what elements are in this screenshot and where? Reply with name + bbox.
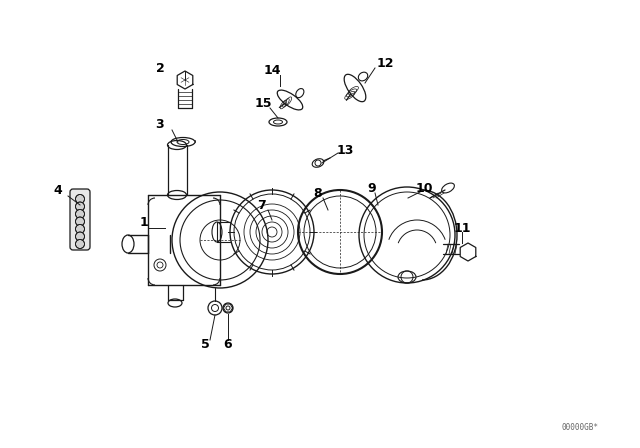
- Text: 10: 10: [415, 181, 433, 194]
- Text: 12: 12: [376, 56, 394, 69]
- Circle shape: [76, 224, 84, 233]
- Circle shape: [76, 232, 84, 241]
- FancyBboxPatch shape: [70, 189, 90, 250]
- Text: 3: 3: [156, 117, 164, 130]
- Text: 6: 6: [224, 337, 232, 350]
- Text: 5: 5: [200, 337, 209, 350]
- Circle shape: [76, 240, 84, 249]
- Circle shape: [76, 217, 84, 226]
- Text: 8: 8: [314, 186, 323, 199]
- Circle shape: [76, 210, 84, 219]
- Text: 7: 7: [258, 198, 266, 211]
- Circle shape: [76, 202, 84, 211]
- Text: 4: 4: [54, 184, 62, 197]
- Text: 2: 2: [156, 61, 164, 74]
- Text: 11: 11: [453, 221, 471, 234]
- Text: 15: 15: [254, 96, 272, 109]
- Text: 1: 1: [140, 215, 148, 228]
- Text: 13: 13: [336, 143, 354, 156]
- Circle shape: [76, 194, 84, 203]
- Text: 9: 9: [368, 181, 376, 194]
- Text: 00000GB*: 00000GB*: [561, 423, 598, 432]
- Text: 14: 14: [263, 64, 281, 77]
